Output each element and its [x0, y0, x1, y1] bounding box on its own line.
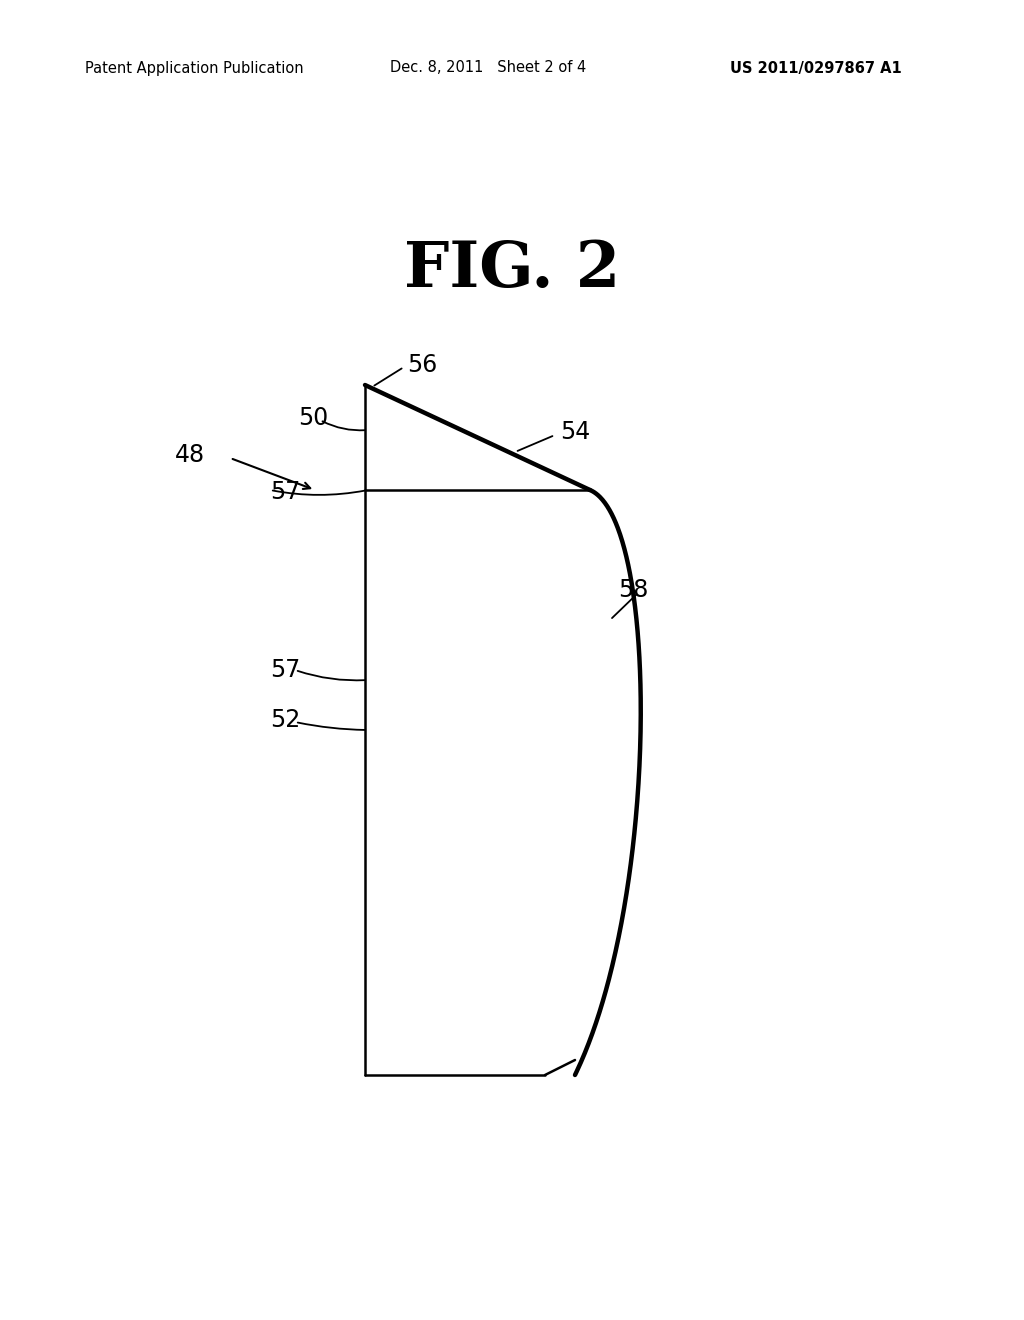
Text: 57: 57 — [270, 657, 300, 682]
Text: US 2011/0297867 A1: US 2011/0297867 A1 — [730, 61, 902, 75]
Text: 57: 57 — [270, 480, 300, 504]
Text: 52: 52 — [270, 708, 300, 733]
Text: 58: 58 — [618, 578, 648, 602]
Text: 50: 50 — [298, 407, 329, 430]
Text: FIG. 2: FIG. 2 — [403, 239, 621, 301]
Text: Patent Application Publication: Patent Application Publication — [85, 61, 304, 75]
Text: 56: 56 — [407, 352, 437, 378]
Text: 54: 54 — [560, 420, 590, 444]
Text: 48: 48 — [175, 444, 205, 467]
Text: Dec. 8, 2011   Sheet 2 of 4: Dec. 8, 2011 Sheet 2 of 4 — [390, 61, 587, 75]
